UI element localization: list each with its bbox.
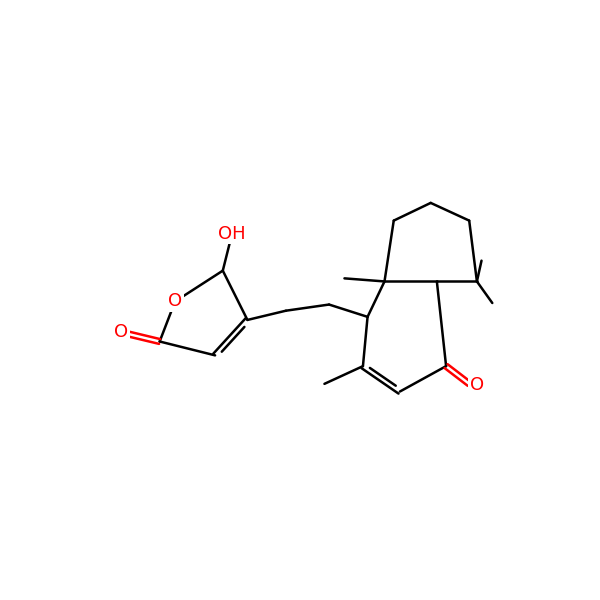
- Text: O: O: [470, 376, 484, 394]
- Text: O: O: [168, 292, 182, 310]
- Text: O: O: [114, 323, 128, 341]
- Text: OH: OH: [218, 225, 246, 243]
